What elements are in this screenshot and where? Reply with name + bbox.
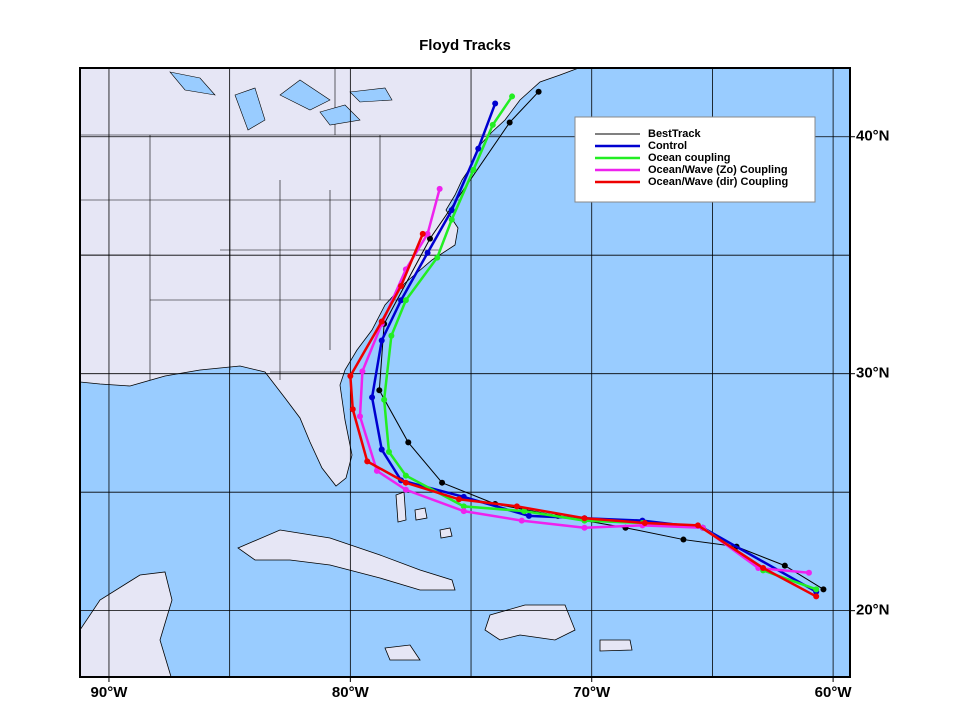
track-point xyxy=(357,413,363,420)
x-tick-label: 70°W xyxy=(573,684,611,701)
jamaica xyxy=(384,644,421,661)
track-point xyxy=(419,230,426,237)
x-tick-label: 60°W xyxy=(815,684,853,701)
north-america xyxy=(80,68,580,487)
track-point xyxy=(424,230,431,237)
track-point xyxy=(373,467,380,474)
track-point xyxy=(405,439,412,446)
track-point xyxy=(513,503,520,510)
track-point xyxy=(509,93,516,100)
track-point xyxy=(470,166,477,173)
track-point xyxy=(398,297,405,304)
track-point xyxy=(402,479,409,486)
track-point xyxy=(402,486,409,493)
track-point xyxy=(460,493,467,500)
track-point xyxy=(424,249,431,256)
track-point xyxy=(506,119,513,126)
cuba xyxy=(237,529,456,591)
bahamas xyxy=(395,491,453,539)
track-point xyxy=(460,508,467,515)
land-layer xyxy=(80,68,633,677)
track-point xyxy=(376,387,383,394)
track-point xyxy=(518,517,525,524)
track-point xyxy=(448,207,455,214)
y-tick-label: 20°N xyxy=(856,602,890,619)
track-point xyxy=(436,185,443,192)
track-point xyxy=(521,508,528,515)
track-point xyxy=(427,235,433,242)
puerto-rico xyxy=(599,639,633,652)
track-point xyxy=(388,332,395,339)
y-tick-label: 30°N xyxy=(856,365,890,382)
legend-label: Ocean/Wave (Zo) Coupling xyxy=(648,164,788,176)
track-point xyxy=(398,283,405,290)
track-point xyxy=(680,536,687,543)
map-frame xyxy=(79,67,851,678)
track-point xyxy=(378,337,385,344)
track-point xyxy=(475,145,482,152)
y-tick-label: 40°N xyxy=(856,128,890,145)
track-point xyxy=(694,522,701,529)
track-point xyxy=(359,368,366,375)
great-lakes xyxy=(169,71,393,131)
track-point xyxy=(760,564,767,571)
track-point xyxy=(535,88,542,95)
track-point xyxy=(385,448,392,455)
track-point xyxy=(820,586,827,593)
hispaniola xyxy=(484,604,576,641)
track-point xyxy=(349,406,356,413)
track-point xyxy=(813,593,820,600)
track-point xyxy=(378,446,385,453)
track-point xyxy=(489,121,496,128)
track-point xyxy=(369,394,376,401)
tick-labels: 90°W 80°W 70°W 60°W 20°N 30°N 40°N xyxy=(91,128,890,701)
track-point xyxy=(448,216,455,223)
x-tick-label: 90°W xyxy=(91,684,129,701)
track-point xyxy=(805,569,812,576)
track-point xyxy=(581,515,588,522)
track-point xyxy=(813,586,820,593)
track-point xyxy=(402,472,409,479)
tracks xyxy=(347,88,827,600)
legend-label: Ocean/Wave (dir) Coupling xyxy=(648,176,788,188)
track-point xyxy=(381,396,388,403)
track-point xyxy=(781,562,788,569)
legend-label: BestTrack xyxy=(648,128,701,140)
track-point xyxy=(460,503,467,510)
yucatan xyxy=(80,571,173,677)
track-point xyxy=(402,297,409,304)
track-point xyxy=(525,512,532,519)
x-tick-label: 80°W xyxy=(332,684,370,701)
track-point xyxy=(378,318,385,325)
legend-box xyxy=(574,116,816,203)
track-point xyxy=(364,458,371,465)
legend-label: Control xyxy=(648,140,687,152)
map-title: Floyd Tracks xyxy=(419,37,511,54)
legend-label: Ocean coupling xyxy=(648,152,731,164)
track-point xyxy=(347,373,354,380)
track-point xyxy=(581,524,588,531)
track-point xyxy=(641,519,648,526)
track-point xyxy=(455,496,462,503)
track-point xyxy=(492,100,499,107)
track-point xyxy=(439,479,446,486)
track-point xyxy=(434,254,441,261)
track-line xyxy=(349,233,817,598)
